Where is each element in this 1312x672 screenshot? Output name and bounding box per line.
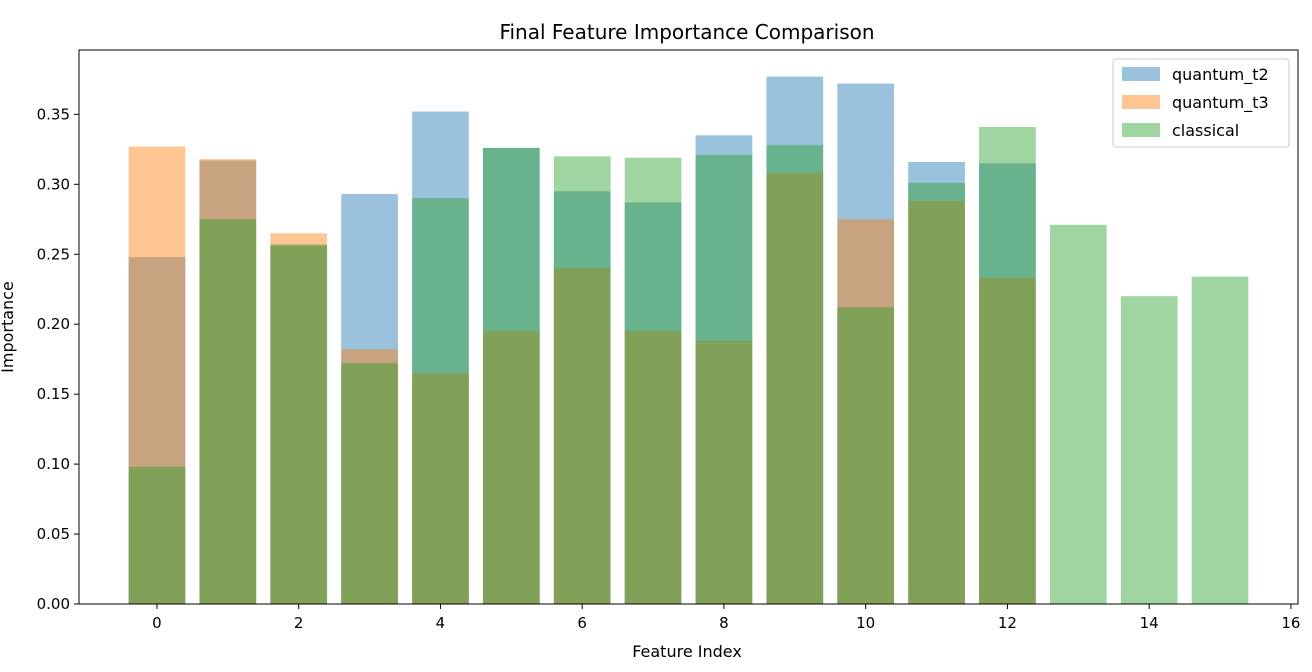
bar-quantum_t2-5 [482, 147, 540, 604]
y-tick-label: 0.35 [37, 105, 70, 123]
legend-swatch-classical [1122, 123, 1160, 137]
bar-quantum_t3-9 [766, 173, 824, 604]
plot-frame [78, 49, 1299, 605]
x-tick-label: 0 [152, 614, 162, 632]
bar-quantum_t3-2 [270, 233, 328, 604]
bar-quantum_t2-8 [695, 135, 753, 604]
x-tick-label: 6 [577, 614, 587, 632]
bar-classical-1 [199, 219, 257, 604]
x-tick-label: 8 [719, 614, 729, 632]
bar-quantum_t3-6 [553, 268, 611, 604]
bar-classical-0 [128, 466, 186, 604]
y-axis-title: Importance [0, 281, 17, 373]
x-tick-label: 10 [856, 614, 875, 632]
y-tick-label: 0.10 [37, 455, 70, 473]
bar-classical-15 [1191, 276, 1249, 604]
x-tick-label: 4 [436, 614, 446, 632]
bar-quantum_t2-9 [766, 76, 824, 604]
bar-quantum_t3-0 [128, 146, 186, 604]
bar-classical-14 [1120, 296, 1178, 604]
legend-box [1112, 58, 1290, 148]
bar-classical-7 [624, 157, 682, 604]
bar-quantum_t2-10 [837, 83, 895, 605]
x-tick-label: 16 [1281, 614, 1300, 632]
legend-label-quantum_t3: quantum_t3 [1172, 93, 1269, 113]
legend: quantum_t2 quantum_t3 classical [1112, 58, 1290, 148]
bar-quantum_t2-3 [341, 194, 398, 605]
bar-quantum_t2-6 [553, 191, 611, 604]
legend-swatch-quantum_t3 [1122, 95, 1160, 109]
bar-quantum_t2-1 [199, 160, 257, 604]
y-tick-label: 0.25 [37, 245, 70, 263]
bar-quantum_t3-8 [695, 340, 753, 604]
y-axis: 0.00 0.05 0.10 0.15 0.20 0.25 0.30 0.35 [37, 105, 79, 613]
bar-quantum_t2-4 [412, 111, 469, 605]
x-tick-label: 14 [1140, 614, 1159, 632]
x-axis-title: Feature Index [632, 642, 742, 661]
x-tick-label: 2 [294, 614, 304, 632]
bar-quantum_t3-3 [341, 349, 398, 604]
chart-title: Final Feature Importance Comparison [499, 20, 874, 44]
y-tick-label: 0.05 [37, 525, 70, 543]
legend-label-classical: classical [1172, 121, 1239, 140]
y-tick-label: 0.15 [37, 385, 70, 403]
bar-quantum_t2-11 [908, 161, 965, 604]
y-tick-label: 0.30 [37, 175, 70, 193]
bar-quantum_t3-1 [199, 159, 257, 604]
bar-quantum_t3-4 [412, 373, 469, 604]
bar-quantum_t3-11 [908, 201, 965, 604]
bar-classical-2 [270, 244, 328, 604]
bar-classical-6 [553, 156, 611, 604]
bar-quantum_t3-7 [624, 331, 682, 604]
bar-quantum_t2-0 [128, 257, 186, 604]
x-tick-label: 12 [998, 614, 1017, 632]
bar-classical-11 [908, 182, 965, 604]
bar-quantum_t3-12 [979, 278, 1036, 604]
bar-classical-13 [1049, 224, 1107, 605]
bar-classical-3 [341, 363, 398, 604]
legend-label-quantum_t2: quantum_t2 [1172, 65, 1269, 85]
bar-classical-10 [837, 307, 895, 604]
bar-quantum_t3-10 [837, 219, 895, 604]
bar-classical-5 [482, 147, 540, 604]
bar-quantum_t2-2 [270, 245, 328, 604]
bar-classical-9 [766, 145, 824, 604]
bar-classical-4 [412, 198, 469, 605]
bar-quantum_t3-5 [482, 331, 540, 604]
bar-classical-8 [695, 154, 753, 604]
legend-swatch-quantum_t2 [1122, 67, 1160, 81]
y-tick-label: 0.20 [37, 315, 70, 333]
bars-group [128, 76, 1249, 605]
bar-quantum_t2-7 [624, 202, 682, 604]
bar-quantum_t2-12 [979, 163, 1036, 604]
x-axis: 0 2 4 6 8 10 12 14 16 [152, 604, 1300, 632]
y-tick-label: 0.00 [37, 595, 70, 613]
bar-classical-12 [979, 126, 1036, 604]
